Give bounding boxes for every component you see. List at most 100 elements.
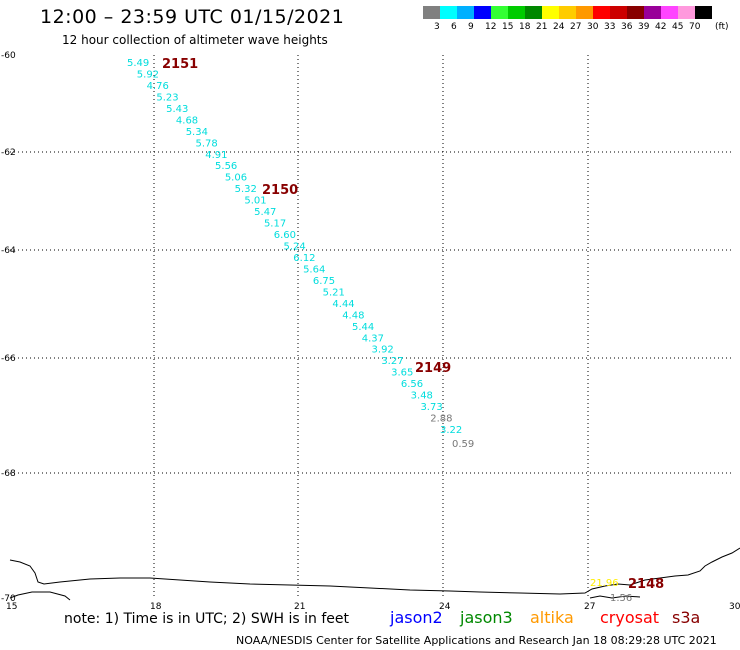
- swh-track: 5.495.924.765.235.434.685.345.784.915.56…: [127, 58, 632, 604]
- satellite-label: s3a: [672, 608, 701, 627]
- legend-label: 3: [434, 22, 440, 32]
- swh-value: 3.65: [391, 368, 413, 379]
- swh-value: 5.47: [254, 207, 276, 218]
- swh-value: 5.78: [195, 138, 217, 149]
- swh-value: 1.56: [610, 593, 632, 604]
- legend-swatch: [525, 6, 542, 19]
- orbit-number-label: 2149: [415, 361, 451, 376]
- swh-value: 5.23: [156, 92, 178, 103]
- swh-value: 6.56: [401, 379, 423, 390]
- wave-height-map: 15 18 21 24 27 30-60-62-64-66-68-70 5.495.924…: [1, 51, 740, 610]
- orbit-number-label: 2150: [262, 183, 298, 198]
- legend-swatch: [610, 6, 627, 19]
- legend-swatch: [627, 6, 644, 19]
- satellite-label: altika: [530, 608, 574, 627]
- x-tick-label: 18: [150, 602, 162, 610]
- lat-lon-grid: 15 18 21 24 27 30 -60 -62 -64 -66 -68 -70: [1, 51, 740, 610]
- orbit-number-label: 2148: [628, 577, 664, 592]
- legend-label: 21: [536, 22, 548, 32]
- x-tick-label: 27: [584, 602, 595, 610]
- page-subtitle: 12 hour collection of altimeter wave hei…: [62, 33, 328, 47]
- legend-swatch: [576, 6, 593, 19]
- x-tick-label: 30: [729, 602, 740, 610]
- legend-swatch: [474, 6, 491, 19]
- swh-value: 3.73: [420, 402, 442, 413]
- swh-value: 5.32: [235, 184, 257, 195]
- swh-value: 5.43: [166, 104, 188, 115]
- swh-value: 3.22: [440, 425, 462, 436]
- y-tick-label: -60: [1, 51, 16, 61]
- x-tick-label: 21: [294, 602, 305, 610]
- swh-value: 5.92: [137, 69, 159, 80]
- legend-swatch: [457, 6, 474, 19]
- swh-value: 5.34: [186, 127, 208, 138]
- legend-swatch: [593, 6, 610, 19]
- swh-value: 4.68: [176, 115, 198, 126]
- legend-label: 12: [485, 22, 497, 32]
- swh-value: 4.91: [205, 150, 227, 161]
- color-legend: [423, 6, 712, 19]
- legend-label: 30: [587, 22, 599, 32]
- legend-swatch: [508, 6, 525, 19]
- y-tick-label: -70: [1, 594, 16, 604]
- swh-value: 5.24: [284, 242, 306, 253]
- legend-swatch: [440, 6, 457, 19]
- legend-label: 45: [672, 22, 684, 32]
- footer-note: note: 1) Time is in UTC; 2) SWH is in fe…: [64, 611, 350, 627]
- swh-value: 5.44: [352, 322, 374, 333]
- legend-swatch: [695, 6, 712, 19]
- legend-swatch: [644, 6, 661, 19]
- swh-value: 5.17: [264, 219, 286, 230]
- satellite-label: jason2: [390, 608, 443, 627]
- footer-credit: NOAA/NESDIS Center for Satellite Applica…: [236, 634, 717, 647]
- legend-label: 70: [689, 22, 701, 32]
- color-legend-labels: 3 6 9 12 15 18 21 24 27 30 33 36 39 42 45 70 (ft): [0, 22, 740, 36]
- swh-value: 5.49: [127, 58, 149, 69]
- legend-label: 15: [502, 22, 514, 32]
- satellite-label: cryosat: [600, 608, 660, 627]
- swh-value: 2.88: [430, 414, 452, 425]
- y-tick-label: -64: [1, 246, 16, 256]
- legend-label: 18: [519, 22, 531, 32]
- orbit-labels: 2151 2150 2149 2148: [162, 57, 664, 592]
- legend-swatch: [542, 6, 559, 19]
- legend-swatch: [559, 6, 576, 19]
- legend-swatch: [678, 6, 695, 19]
- legend-unit: (ft): [715, 22, 729, 32]
- legend-label: 39: [638, 22, 650, 32]
- swh-value: 4.48: [342, 310, 364, 321]
- y-tick-label: -62: [1, 148, 16, 158]
- orbit-number-label: 2151: [162, 57, 198, 72]
- x-tick-label: 15: [6, 602, 17, 610]
- swh-value: 5.64: [303, 264, 325, 275]
- swh-value: 3.92: [372, 345, 394, 356]
- legend-label: 33: [604, 22, 616, 32]
- swh-value: 6.12: [293, 253, 315, 264]
- swh-value: 4.44: [332, 299, 354, 310]
- antarctic-coastline: [9, 547, 740, 601]
- x-tick-label: 24: [439, 602, 451, 610]
- swh-value: 3.27: [381, 356, 403, 367]
- swh-value: 5.06: [225, 173, 247, 184]
- coastline-east: [589, 595, 641, 599]
- coastline-inner: [9, 591, 71, 601]
- legend-swatch: [661, 6, 678, 19]
- legend-label: 27: [570, 22, 582, 32]
- swh-value: 3.48: [411, 391, 433, 402]
- swh-value: 6.60: [274, 230, 296, 241]
- swh-value: 5.01: [244, 196, 266, 207]
- coastline-outer: [9, 547, 740, 595]
- legend-label: 24: [553, 22, 565, 32]
- legend-label: 36: [621, 22, 633, 32]
- swh-value: 4.76: [147, 81, 169, 92]
- y-tick-label: -68: [1, 469, 16, 479]
- satellite-label: jason3: [460, 608, 513, 627]
- swh-value: 4.37: [362, 333, 384, 344]
- legend-label: 42: [655, 22, 667, 32]
- legend-label: 6: [451, 22, 457, 32]
- swh-value: 5.21: [323, 287, 345, 298]
- page-title: 12:00 – 23:59 UTC 01/15/2021: [40, 6, 345, 28]
- y-tick-label: -66: [1, 354, 16, 364]
- swh-value: 0.59: [452, 439, 474, 450]
- swh-value: 5.56: [215, 161, 237, 172]
